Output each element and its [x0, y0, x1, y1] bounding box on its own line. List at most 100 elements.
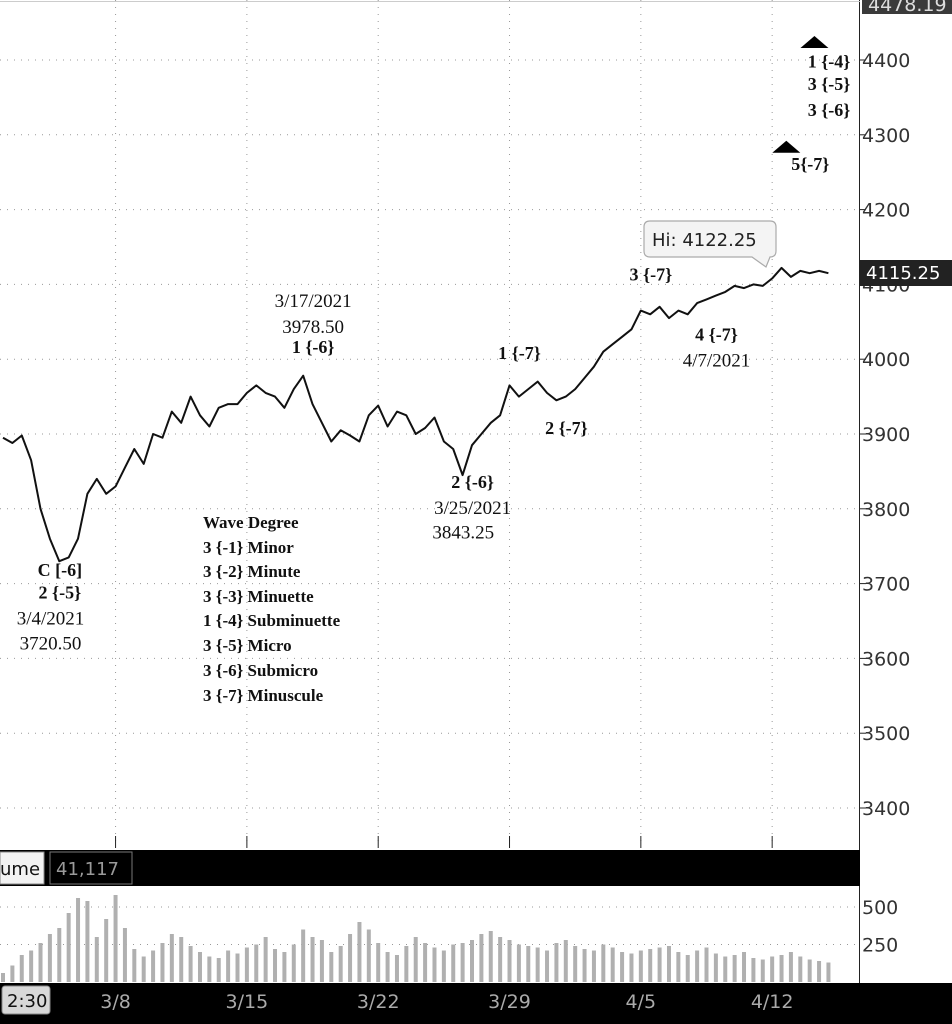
volume-bar: [554, 943, 559, 982]
volume-bar: [85, 901, 90, 982]
wave-label: 4/7/2021: [683, 351, 751, 372]
wave-label: 3 {-5}: [808, 74, 851, 94]
volume-bar: [723, 956, 728, 982]
volume-bar: [273, 949, 278, 982]
volume-bar: [545, 950, 550, 982]
hi-tooltip-text: Hi: 4122.25: [652, 230, 757, 251]
volume-bar: [695, 950, 700, 982]
volume-bar: [535, 947, 540, 982]
volume-bar: [348, 934, 353, 982]
volume-bar: [601, 944, 606, 982]
volume-bar: [591, 950, 596, 982]
volume-bar: [451, 944, 456, 982]
volume-bar: [582, 949, 587, 982]
volume-bar: [526, 946, 531, 982]
volume-bar: [638, 950, 643, 982]
volume-bar: [441, 950, 446, 982]
volume-bar: [357, 922, 362, 982]
volume-bar: [57, 928, 62, 982]
volume-bar: [319, 940, 324, 982]
volume-bar: [498, 937, 503, 982]
wave-degree-item: 3 {-1} Minor: [203, 538, 294, 557]
volume-bar: [685, 955, 690, 982]
volume-bar: [620, 952, 625, 982]
x-tick-label: 4/5: [626, 991, 657, 1013]
volume-label-box: [0, 851, 45, 885]
volume-bar: [610, 947, 615, 982]
time-cursor-label: 2:30: [7, 991, 47, 1012]
volume-bar: [385, 952, 390, 982]
volume-bar: [479, 934, 484, 982]
price-series-line: [2, 266, 829, 563]
wave-degree-title: Wave Degree: [203, 513, 299, 532]
volume-bar: [113, 895, 118, 982]
target-triangles: [772, 36, 829, 153]
volume-bar: [169, 934, 174, 982]
volume-bar: [413, 937, 418, 982]
top-price-label: 4478.19: [868, 0, 947, 16]
wave-label: 1 {-7}: [498, 343, 541, 363]
volume-bar: [141, 956, 146, 982]
volume-bar: [470, 940, 474, 982]
price-tick-label: 4400: [862, 50, 910, 72]
wave-degree-item: 3 {-7} Minuscule: [203, 686, 324, 705]
volume-bar: [10, 965, 15, 982]
volume-bar: [66, 913, 71, 982]
volume-bar: [713, 953, 718, 982]
volume-bar: [244, 947, 249, 982]
hi-tooltip: Hi: 4122.25: [643, 220, 777, 268]
volume-bar: [507, 940, 512, 982]
volume-bar: [798, 956, 803, 982]
wave-degree-legend: Wave Degree 3 {-1} Minor 3 {-2} Minute 3…: [203, 513, 341, 705]
volume-bar: [310, 937, 315, 982]
price-axis-area: [860, 0, 952, 850]
volume-bar: [160, 943, 165, 982]
volume-bar: [329, 952, 334, 982]
volume-bar: [770, 956, 775, 982]
volume-bar: [282, 952, 287, 982]
wave-label: C [-6]: [38, 560, 82, 580]
horizontal-gridlines: [0, 59, 858, 809]
wave-label: 1 {-4}: [808, 51, 851, 71]
wave-degree-item: 3 {-5} Micro: [203, 636, 292, 655]
volume-bar: [516, 944, 521, 982]
volume-bar: [657, 947, 662, 982]
volume-bar: [376, 943, 381, 982]
volume-bar: [226, 950, 231, 982]
volume-bar: [742, 952, 747, 982]
volume-bar: [648, 949, 653, 982]
price-tick-labels: 4400430042004100400039003800370036003500…: [860, 50, 910, 820]
volume-bar: [338, 946, 343, 982]
volume-bar: [301, 929, 306, 982]
wave-label: 3/17/2021: [275, 291, 352, 312]
volume-bar: [29, 950, 34, 982]
volume-bar: [807, 959, 812, 982]
volume-bar: [460, 943, 465, 982]
wave-degree-item: 3 {-2} Minute: [203, 562, 301, 581]
volume-bar: [404, 946, 409, 982]
volume-bar: [151, 950, 156, 982]
volume-bar: [676, 952, 681, 982]
time-tick-labels: 3/8 3/15 3/22 3/29 4/5 4/12: [100, 991, 793, 1013]
volume-bar: [432, 947, 437, 982]
volume-bar: [76, 898, 81, 982]
volume-bar: [732, 955, 737, 982]
price-tick-label: 4300: [862, 125, 910, 147]
volume-bar: [573, 946, 578, 982]
volume-bar: [216, 958, 221, 982]
volume-plot-area: [0, 886, 860, 983]
volume-bar: [666, 946, 671, 982]
wave-label: 3/4/2021: [17, 609, 85, 630]
volume-bar: [188, 946, 193, 982]
volume-label: ume: [0, 859, 40, 880]
wave-degree-item: 1 {-4} Subminuette: [203, 611, 341, 630]
wave-label: 3720.50: [20, 633, 82, 654]
wave-labels: C [-6] 2 {-5} 3/4/2021 3720.50 3/17/2021 3978…: [17, 51, 851, 654]
x-tick-label: 3/15: [226, 991, 269, 1013]
wave-label: 1 {-6}: [292, 337, 335, 357]
x-tick-label: 3/22: [357, 991, 400, 1013]
volume-bar: [788, 952, 793, 982]
wave-degree-item: 3 {-6} Submicro: [203, 661, 318, 680]
volume-tick-label: 500: [862, 897, 898, 919]
